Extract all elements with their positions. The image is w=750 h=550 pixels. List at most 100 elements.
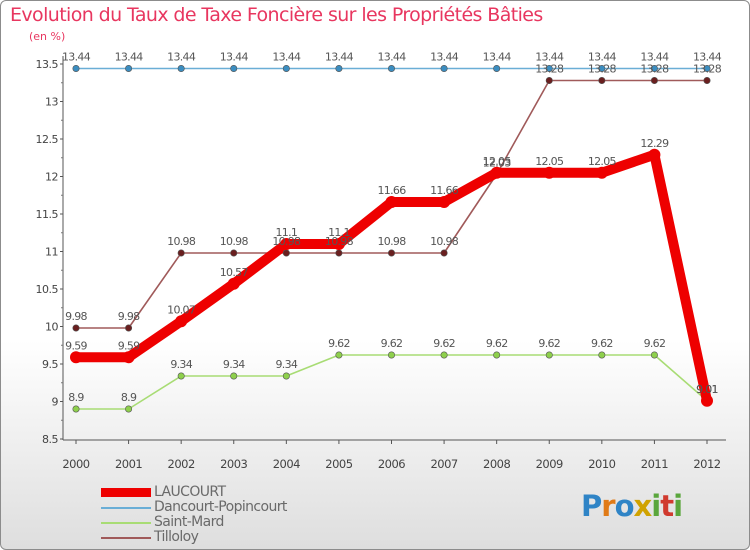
data-point: [335, 249, 343, 257]
data-label: 10.98: [325, 235, 354, 248]
data-label: 9.98: [65, 310, 87, 323]
data-label: 12.05: [535, 155, 564, 168]
legend-item-tilloloy: Tilloloy: [101, 530, 361, 545]
y-tick-label: 11: [45, 246, 58, 259]
x-tick-label: 2008: [483, 457, 510, 471]
data-label: 10.98: [430, 235, 459, 248]
data-point: [125, 65, 133, 73]
x-tick-label: 2006: [378, 457, 405, 471]
y-unit-label: (en %): [29, 30, 66, 43]
data-point: [595, 166, 608, 179]
logo-letter: t: [660, 489, 674, 523]
y-tick-label: 11.5: [36, 208, 59, 221]
data-label: 10.98: [272, 235, 301, 248]
data-label: 9.01: [696, 383, 718, 396]
legend-swatch-dancourt-popincourt: [101, 507, 151, 509]
data-label: 13.44: [378, 51, 407, 64]
legend-item-dancourt-popincourt: Dancourt-Popincourt: [101, 500, 361, 515]
data-label: 9.34: [223, 358, 245, 371]
data-point: [545, 351, 553, 359]
data-label: 13.44: [588, 51, 617, 64]
data-point: [282, 249, 290, 257]
data-label: 9.59: [65, 339, 87, 352]
data-point: [545, 65, 553, 73]
data-point: [438, 196, 451, 208]
data-point: [230, 65, 238, 73]
data-point: [122, 351, 135, 364]
y-tick-label: 13.5: [36, 58, 59, 71]
data-label: 13.44: [272, 51, 301, 64]
logo-letter: P: [581, 489, 602, 523]
data-label: 8.9: [68, 391, 84, 404]
data-label: 13.44: [535, 51, 564, 64]
data-label: 12.05: [483, 155, 512, 168]
logo-letter: o: [614, 489, 635, 523]
data-point: [175, 315, 188, 328]
data-label: 9.34: [275, 358, 297, 371]
data-label: 9.62: [538, 337, 560, 350]
data-label: 9.98: [118, 310, 140, 323]
data-label: 13.44: [115, 51, 144, 64]
data-point: [72, 405, 80, 413]
data-point: [282, 372, 290, 380]
logo-letter: x: [633, 489, 653, 523]
data-point: [490, 166, 503, 179]
data-label: 10.98: [167, 235, 196, 248]
x-tick-label: 2009: [536, 457, 563, 471]
data-point: [545, 77, 553, 85]
data-label: 13.28: [588, 63, 617, 76]
x-tick-label: 2011: [641, 457, 668, 471]
proxiti-logo: Proxiti: [581, 489, 683, 523]
y-tick-label: 9.5: [42, 358, 58, 371]
data-point: [280, 238, 293, 250]
chart-title: Evolution du Taux de Taxe Foncière sur l…: [10, 4, 543, 26]
logo-letter: i: [651, 489, 661, 523]
y-tick-label: 13: [45, 96, 58, 109]
data-point: [701, 394, 713, 407]
legend-label-tilloloy: Tilloloy: [154, 529, 199, 545]
series-points: [70, 65, 713, 413]
data-label: 9.62: [591, 337, 613, 350]
data-label: 13.44: [693, 51, 722, 64]
data-label: 11.1: [328, 226, 350, 239]
data-label: 12.05: [588, 155, 617, 168]
legend-item-laucourt: LAUCOURT: [101, 485, 361, 500]
legend-label-dancourt-popincourt: Dancourt-Popincourt: [154, 499, 287, 515]
data-label: 8.9: [121, 391, 137, 404]
x-tick-label: 2003: [220, 457, 247, 471]
data-label: 9.62: [486, 337, 508, 350]
data-point: [703, 65, 711, 73]
data-point: [598, 77, 606, 85]
data-label: 13.44: [167, 51, 196, 64]
data-point: [227, 277, 240, 290]
data-point: [72, 65, 80, 73]
x-tick-label: 2000: [62, 457, 89, 471]
data-point: [72, 324, 80, 332]
data-point: [335, 351, 343, 359]
x-tick-label: 2001: [115, 457, 142, 471]
data-label: 11.66: [430, 184, 459, 197]
data-point: [440, 351, 448, 359]
data-label: 9.62: [328, 337, 350, 350]
data-point: [230, 249, 238, 257]
data-label: 10.57: [220, 266, 249, 279]
data-point: [387, 65, 395, 73]
data-label: 13.44: [62, 51, 91, 64]
y-tick-label: 12.5: [36, 133, 59, 146]
x-tick-label: 2010: [588, 457, 615, 471]
legend-swatch-saint-mard: [101, 522, 151, 524]
data-label: 13.28: [535, 63, 564, 76]
data-label: 13.28: [693, 63, 722, 76]
data-point: [385, 196, 398, 208]
data-point: [440, 65, 448, 73]
y-tick-label: 10.5: [36, 283, 59, 296]
data-label: 9.01: [696, 383, 718, 396]
legend-label-saint-mard: Saint-Mard: [154, 514, 224, 530]
data-point: [650, 77, 658, 85]
legend-label-laucourt: LAUCOURT: [154, 484, 226, 500]
legend: LAUCOURT Dancourt-Popincourt Saint-Mard …: [101, 485, 361, 545]
data-point: [650, 351, 658, 359]
data-label: 12.03: [483, 156, 512, 169]
data-point: [387, 249, 395, 257]
